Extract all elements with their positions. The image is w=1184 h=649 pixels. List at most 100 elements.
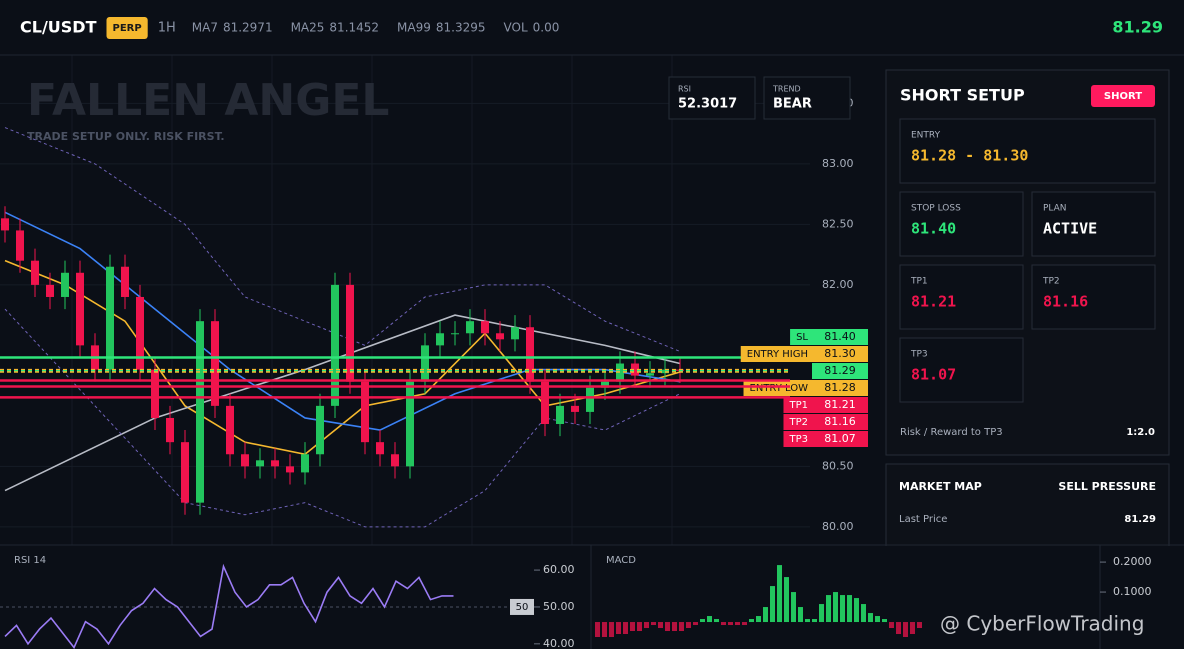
setup-cell (899, 337, 1024, 403)
cell-value: ACTIVE (1043, 220, 1097, 238)
cell-label: TP1 (910, 277, 928, 287)
cell-value: 81.16 (1043, 293, 1088, 311)
macd-bar (875, 616, 880, 623)
stat-box (668, 76, 756, 120)
candle-body (316, 405, 324, 455)
price-tick-label: 83.00 (822, 157, 854, 170)
level-value: 81.30 (824, 347, 856, 360)
level-name: TP2 (788, 417, 808, 428)
indicator-label: MA99 (397, 21, 431, 35)
symbol: CL/USDT (20, 18, 97, 37)
macd-bar (693, 622, 698, 626)
macd-bar (903, 622, 908, 638)
macd-bar (616, 622, 621, 635)
macd-bar (805, 619, 810, 623)
cell-label: PLAN (1043, 204, 1067, 214)
indicator-line (4, 259, 681, 456)
candle-body (181, 442, 189, 503)
setup-cell (899, 264, 1024, 330)
level-tag (790, 329, 868, 345)
rsi-line (4, 563, 454, 649)
indicator-value: 0.00 (533, 21, 560, 35)
candle-body (556, 405, 564, 425)
market-row-value: 81.29 (1124, 514, 1156, 525)
candle-body (46, 284, 54, 297)
macd-tick-label: 0.1000 (1113, 585, 1152, 598)
entry-value: 81.28 - 81.30 (911, 147, 1028, 165)
indicator-label: MA7 (192, 21, 218, 35)
macd-bar (917, 622, 922, 629)
market-row-label: Last Price (899, 514, 947, 525)
candle-body (241, 454, 249, 467)
candle-body (226, 405, 234, 455)
candle-body (211, 321, 219, 406)
macd-bar (812, 619, 817, 623)
level-value: 81.40 (824, 330, 856, 343)
watermark-title: FALLEN ANGEL (27, 75, 389, 126)
price-axis-edge (870, 55, 886, 545)
interval: 1H (158, 21, 176, 36)
candle-body (166, 417, 174, 443)
macd-bar (637, 622, 642, 632)
macd-bar (777, 565, 782, 623)
macd-bar (679, 622, 684, 632)
candle-body (481, 321, 489, 334)
level-name: SL (796, 332, 808, 343)
rsi-title: RSI 14 (14, 555, 46, 566)
setup-cell (899, 191, 1024, 257)
macd-bar (840, 595, 845, 623)
candle-body (376, 442, 384, 455)
last-price: 81.29 (1112, 18, 1163, 37)
candle-body (121, 266, 129, 297)
stat-value: BEAR (773, 97, 812, 112)
macd-bar (826, 595, 831, 623)
macd-bar (665, 622, 670, 632)
stat-value: 52.3017 (678, 97, 737, 112)
macd-bar (728, 622, 733, 626)
candle-body (601, 381, 609, 388)
setup-badge-text: SHORT (1104, 91, 1142, 102)
level-tag (740, 346, 868, 362)
macd-title: MACD (606, 555, 636, 566)
level-name: TP1 (788, 400, 808, 411)
macd-bar (784, 577, 789, 623)
macd-bar (868, 613, 873, 623)
level-name: TP3 (788, 434, 808, 445)
candle-body (76, 272, 84, 346)
macd-bar (854, 598, 859, 623)
candle-body (511, 327, 519, 340)
macd-bar (896, 622, 901, 635)
badge-text: PERP (113, 23, 142, 34)
macd-bar (658, 622, 663, 629)
candle-body (541, 381, 549, 425)
macd-bar (595, 622, 600, 638)
indicator-label: MA25 (291, 21, 325, 35)
candle-body (16, 230, 24, 261)
level-value: 81.29 (824, 364, 856, 377)
rsi-mid-tag (510, 598, 534, 615)
macd-bar (707, 616, 712, 623)
macd-bar (686, 622, 691, 629)
stat-label: RSI (678, 85, 691, 94)
candle-body (571, 405, 579, 412)
macd-bar (714, 619, 719, 623)
macd-bar (833, 592, 838, 623)
candle-body (361, 381, 369, 443)
candle-body (391, 454, 399, 467)
risk-label: Risk / Reward to TP3 (900, 427, 1003, 438)
candle-body (286, 466, 294, 473)
entry-label: ENTRY (911, 131, 941, 141)
macd-bar (882, 619, 887, 623)
macd-bar (672, 622, 677, 632)
price-tick-label: 80.50 (822, 459, 854, 472)
macd-bar (651, 622, 656, 626)
cell-value: 81.07 (911, 366, 956, 384)
macd-bar (630, 622, 635, 632)
rsi-tick-label: 60.00 (543, 563, 575, 576)
watermark: @ CyberFlowTrading (940, 612, 1144, 636)
rsi-mid-label: 50 (516, 602, 529, 613)
macd-tick-label: 0.2000 (1113, 555, 1152, 568)
indicator-value: 81.1452 (329, 21, 379, 35)
indicator-line (4, 308, 681, 528)
